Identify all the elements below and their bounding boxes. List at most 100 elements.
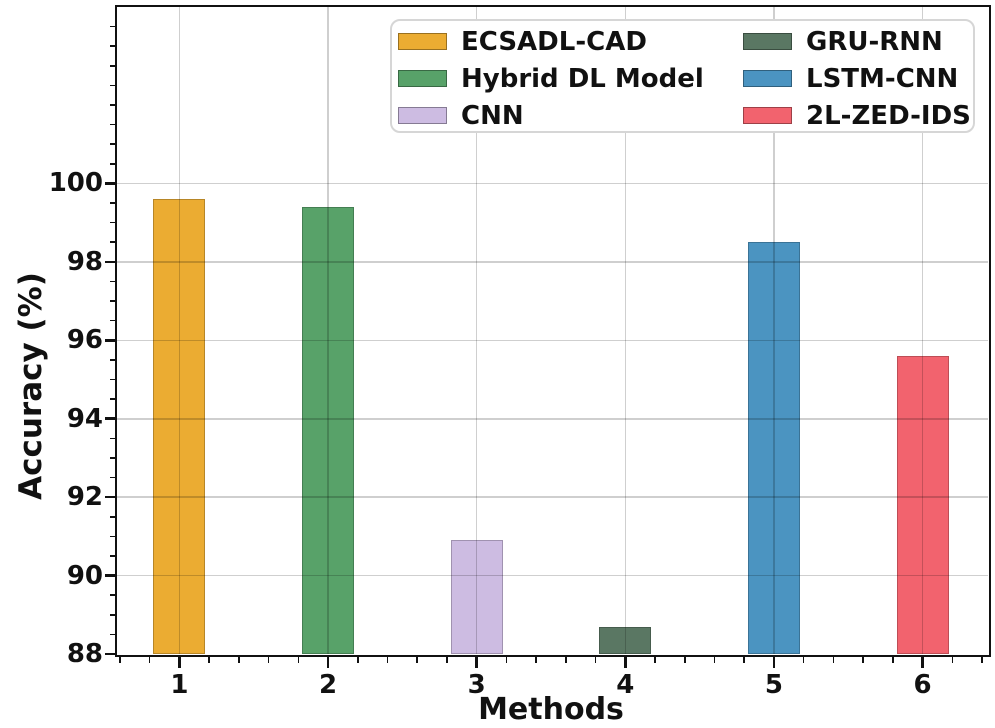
y-minor-tick	[110, 535, 117, 538]
legend-item-label: LSTM-CNN	[806, 63, 959, 94]
x-tick-label: 6	[913, 670, 932, 700]
y-major-tick	[105, 574, 117, 577]
y-minor-tick	[110, 300, 117, 302]
vertical-gridline	[773, 7, 775, 654]
bar-method-1	[153, 199, 206, 654]
bar-method-6	[896, 355, 949, 654]
x-minor-tick	[565, 656, 567, 663]
horizontal-gridline	[117, 182, 988, 185]
x-minor-tick	[238, 656, 240, 663]
y-major-tick	[105, 260, 117, 264]
x-major-tick	[475, 656, 478, 668]
x-minor-tick	[446, 656, 448, 663]
y-tick-label: 88	[66, 639, 103, 669]
x-major-tick	[178, 656, 181, 668]
y-tick-label: 92	[66, 482, 103, 513]
horizontal-gridline	[117, 339, 988, 342]
legend-item-hybrid-dl-model: Hybrid DL Model	[398, 66, 704, 92]
y-minor-tick	[110, 555, 117, 557]
y-minor-tick	[110, 359, 117, 361]
x-minor-tick	[386, 656, 389, 663]
legend-item-label: Hybrid DL Model	[461, 63, 704, 94]
x-minor-tick	[148, 656, 151, 663]
x-major-tick	[624, 656, 627, 668]
y-minor-tick	[110, 25, 117, 28]
y-minor-tick	[110, 633, 117, 636]
bar-method-2	[302, 206, 355, 654]
y-tick-label: 90	[66, 560, 103, 591]
y-major-tick	[105, 652, 117, 656]
y-minor-tick	[110, 241, 117, 244]
legend-item-2l-zed-ids: 2L-ZED-IDS	[743, 103, 971, 129]
vertical-gridline	[624, 7, 627, 654]
legend-item-gru-rnn: GRU-RNN	[743, 29, 943, 55]
x-tick-label: 2	[319, 670, 338, 700]
y-minor-tick	[110, 65, 117, 67]
y-minor-tick	[110, 202, 117, 204]
vertical-gridline	[921, 7, 924, 654]
x-axis-label: Methods	[478, 692, 624, 727]
y-minor-tick	[110, 45, 117, 47]
bar-method-3	[450, 540, 503, 654]
legend-color-swatch-icon	[398, 70, 447, 87]
x-tick-label: 1	[170, 670, 189, 700]
x-minor-tick	[832, 656, 835, 663]
x-minor-tick	[892, 656, 894, 663]
x-tick-label: 3	[467, 670, 486, 700]
y-minor-tick	[110, 613, 117, 616]
x-minor-tick	[743, 656, 746, 663]
y-major-tick	[105, 417, 117, 420]
horizontal-gridline	[117, 496, 988, 498]
y-minor-tick	[110, 457, 117, 459]
x-tick-label: 5	[764, 670, 783, 700]
horizontal-gridline	[117, 261, 988, 263]
x-major-tick	[326, 656, 330, 668]
x-minor-tick	[119, 656, 121, 663]
y-minor-tick	[110, 84, 117, 87]
y-minor-tick	[110, 280, 117, 283]
x-minor-tick	[594, 656, 597, 663]
legend-color-swatch-icon	[743, 70, 792, 87]
y-minor-tick	[110, 398, 117, 400]
x-minor-tick	[416, 656, 419, 663]
y-minor-tick	[110, 437, 117, 440]
x-minor-tick	[208, 656, 210, 663]
x-minor-tick	[951, 656, 954, 663]
x-major-tick	[921, 656, 924, 668]
legend-item-lstm-cnn: LSTM-CNN	[743, 66, 958, 92]
legend-item-cnn: CNN	[398, 103, 524, 129]
y-minor-tick	[110, 104, 117, 106]
y-tick-label: 94	[66, 403, 103, 434]
y-minor-tick	[110, 163, 117, 165]
legend-item-label: 2L-ZED-IDS	[806, 100, 971, 131]
legend-color-swatch-icon	[398, 33, 447, 50]
x-minor-tick	[683, 656, 686, 663]
horizontal-gridline	[117, 574, 988, 577]
y-major-tick	[105, 182, 117, 185]
x-minor-tick	[654, 656, 656, 663]
legend-item-label: GRU-RNN	[806, 26, 943, 57]
vertical-gridline	[178, 7, 181, 654]
x-minor-tick	[297, 656, 300, 663]
x-minor-tick	[267, 656, 270, 663]
legend-color-swatch-icon	[743, 107, 792, 124]
y-minor-tick	[110, 319, 117, 322]
vertical-gridline	[327, 7, 329, 654]
x-minor-tick	[862, 656, 864, 663]
x-minor-tick	[356, 656, 359, 663]
legend-item-ecsadl-cad: ECSADL-CAD	[398, 29, 647, 55]
x-minor-tick	[802, 656, 805, 663]
x-major-tick	[772, 656, 776, 668]
y-tick-label: 100	[48, 168, 103, 199]
bar-method-5	[747, 242, 800, 654]
y-major-tick	[105, 339, 117, 342]
y-minor-tick	[110, 123, 117, 126]
x-minor-tick	[535, 656, 537, 663]
y-minor-tick	[110, 594, 117, 596]
x-minor-tick	[981, 656, 983, 663]
y-minor-tick	[110, 143, 117, 146]
x-tick-label: 4	[616, 670, 635, 700]
y-minor-tick	[110, 221, 117, 224]
x-minor-tick	[505, 656, 508, 663]
